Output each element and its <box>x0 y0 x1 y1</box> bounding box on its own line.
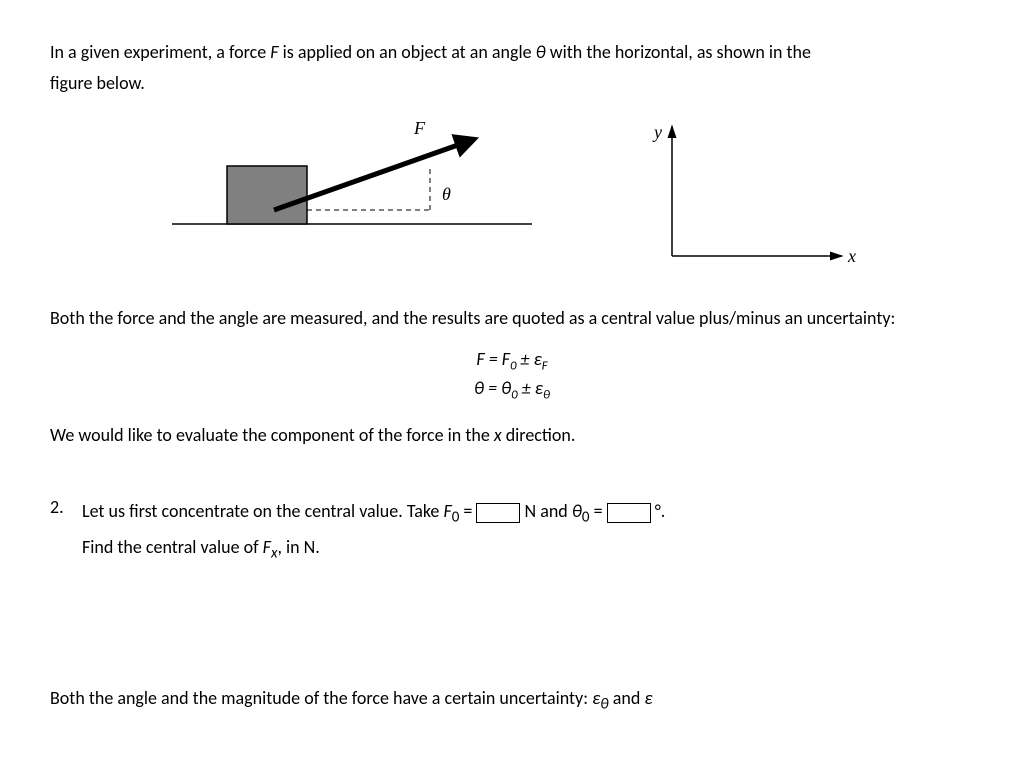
axes-diagram: yx <box>642 116 862 276</box>
force-diagram: Fθ <box>162 116 542 246</box>
blank-theta0[interactable] <box>607 503 651 523</box>
evaluate-text: We would like to evaluate the component … <box>50 423 974 448</box>
eq-F: F = F0 ± εF <box>50 346 974 376</box>
svg-text:θ: θ <box>442 184 451 204</box>
q2-body: Let us first concentrate on the central … <box>82 496 974 566</box>
cutoff-line: Both the angle and the magnitude of the … <box>50 687 974 714</box>
blank-F0[interactable] <box>476 503 520 523</box>
question-2: 2. Let us first concentrate on the centr… <box>50 496 974 566</box>
figure-row: Fθ yx <box>50 116 974 276</box>
intro-text-1: In a given experiment, a force <box>50 41 270 63</box>
q2-number: 2. <box>50 496 82 566</box>
svg-text:x: x <box>847 246 856 266</box>
intro-line2: figure below. <box>50 71 974 96</box>
intro-theta: θ <box>536 41 546 63</box>
intro-F: F <box>270 41 278 63</box>
intro-text-3: with the horizontal, as shown in the <box>546 41 811 63</box>
svg-text:y: y <box>652 122 662 142</box>
eq-theta: θ = θ0 ± εθ <box>50 375 974 405</box>
intro-paragraph: In a given experiment, a force F is appl… <box>50 40 974 65</box>
equations-block: F = F0 ± εF θ = θ0 ± εθ <box>50 346 974 406</box>
intro-text-2: is applied on an object at an angle <box>279 41 536 63</box>
both-text: Both the force and the angle are measure… <box>50 306 974 331</box>
svg-text:F: F <box>413 118 426 138</box>
